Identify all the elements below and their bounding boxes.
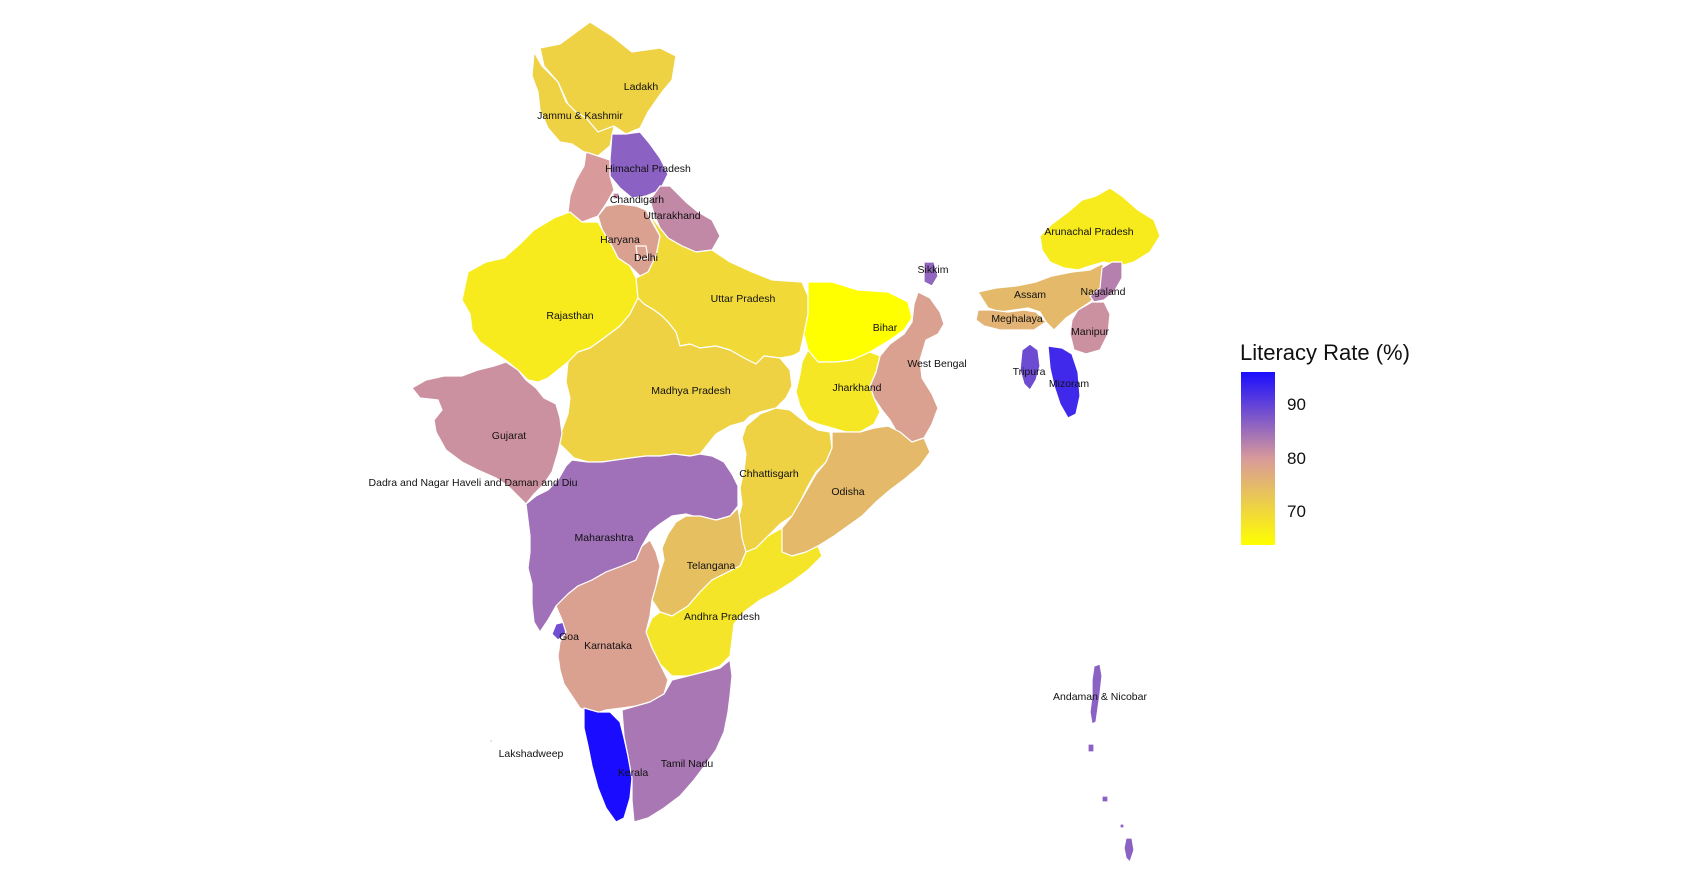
state-lakshadweep	[489, 739, 493, 743]
state-region-karnataka	[555, 539, 669, 715]
state-arunachal-pradesh	[1039, 187, 1161, 271]
state-label-tripura: Tripura	[1013, 366, 1046, 378]
labels-layer: Ladakh Jammu & Kashmir Himachal Pradesh Cha…	[369, 81, 1148, 779]
state-region-assam	[977, 263, 1111, 331]
state-region-gujarat	[411, 361, 563, 505]
state-sikkim	[923, 261, 939, 287]
state-label-odisha: Odisha	[831, 486, 864, 498]
state-region-chhattisgarh	[737, 407, 833, 553]
legend-title: Literacy Rate (%)	[1240, 340, 1410, 365]
state-region-andaman-nicobar	[1087, 743, 1095, 753]
state-region-andaman-nicobar	[1089, 663, 1103, 725]
state-label-delhi: Delhi	[634, 252, 658, 264]
state-gujarat	[411, 361, 563, 505]
state-label-haryana: Haryana	[600, 234, 640, 246]
state-label-ladakh: Ladakh	[624, 81, 659, 93]
state-label-uttar-pradesh: Uttar Pradesh	[711, 293, 776, 305]
state-label-uttarakhand: Uttarakhand	[643, 210, 700, 222]
state-meghalaya	[975, 309, 1047, 331]
state-label-goa: Goa	[559, 631, 579, 643]
state-region-jammu-kashmir	[531, 51, 615, 157]
state-label-lakshadweep: Lakshadweep	[499, 748, 564, 760]
state-label-madhya-pradesh: Madhya Pradesh	[651, 385, 731, 397]
state-region-meghalaya	[975, 309, 1047, 331]
state-label-manipur: Manipur	[1071, 326, 1109, 338]
state-label-dadra-and-nagar-haveli-and-daman-and-diu: Dadra and Nagar Haveli and Daman and Diu	[369, 477, 578, 489]
state-region-andaman-nicobar	[1123, 837, 1135, 863]
state-label-kerala: Kerala	[618, 767, 649, 779]
state-label-andhra-pradesh: Andhra Pradesh	[684, 611, 760, 623]
legend-tick-mark	[1276, 511, 1283, 513]
state-assam	[977, 263, 1111, 331]
state-label-nagaland: Nagaland	[1081, 286, 1126, 298]
state-label-gujarat: Gujarat	[492, 430, 527, 442]
state-region-tripura	[1019, 343, 1041, 391]
state-region-andaman-nicobar	[1101, 795, 1109, 803]
state-chhattisgarh	[737, 407, 833, 553]
state-region-kerala	[583, 707, 633, 823]
state-region-tamil-nadu	[621, 659, 733, 823]
state-region-mizoram	[1047, 345, 1081, 419]
state-nagaland	[1089, 261, 1123, 303]
state-label-rajasthan: Rajasthan	[546, 310, 593, 322]
legend-tick-mark	[1276, 458, 1283, 460]
state-label-arunachal-pradesh: Arunachal Pradesh	[1044, 226, 1133, 238]
state-label-assam: Assam	[1014, 289, 1046, 301]
states-layer	[411, 21, 1161, 863]
state-region-nagaland	[1089, 261, 1123, 303]
state-label-jharkhand: Jharkhand	[832, 382, 881, 394]
legend-color-bar	[1241, 372, 1275, 545]
state-region-arunachal-pradesh	[1039, 187, 1161, 271]
state-region-odisha	[775, 425, 931, 557]
state-tripura	[1019, 343, 1041, 391]
state-label-chhattisgarh: Chhattisgarh	[739, 468, 799, 480]
state-label-west-bengal: West Bengal	[907, 358, 966, 370]
state-label-himachal-pradesh: Himachal Pradesh	[605, 163, 691, 175]
state-kerala	[583, 707, 633, 823]
legend-tick-label: 70	[1287, 501, 1306, 521]
state-andaman-nicobar	[1087, 663, 1135, 863]
state-label-karnataka: Karnataka	[584, 640, 632, 652]
state-andhra-pradesh	[645, 527, 823, 677]
state-label-sikkim: Sikkim	[918, 264, 949, 276]
state-region-bihar	[803, 281, 913, 363]
state-region-chandigarh	[612, 192, 620, 200]
state-jammu-kashmir	[531, 51, 615, 157]
state-label-meghalaya: Meghalaya	[991, 313, 1043, 325]
legend-tick-label: 90	[1287, 395, 1306, 415]
state-chandigarh	[612, 192, 620, 200]
state-region-delhi	[635, 245, 649, 261]
state-region-andaman-nicobar	[1119, 823, 1125, 829]
state-tamil-nadu	[621, 659, 733, 823]
state-region-sikkim	[923, 261, 939, 287]
state-delhi	[635, 245, 649, 261]
state-region-manipur	[1069, 301, 1111, 355]
legend: Literacy Rate (%) 90 80 70	[1240, 340, 1460, 560]
state-label-tamil-nadu: Tamil Nadu	[661, 758, 714, 770]
legend-tick-mark	[1276, 405, 1283, 407]
state-label-bihar: Bihar	[873, 322, 898, 334]
state-odisha	[775, 425, 931, 557]
state-label-andaman-nicobar: Andaman & Nicobar	[1053, 691, 1147, 703]
state-label-maharashtra: Maharashtra	[575, 532, 634, 544]
state-label-chandigarh: Chandigarh	[610, 194, 664, 206]
state-bihar	[803, 281, 913, 363]
state-jharkhand	[795, 349, 881, 433]
state-label-telangana: Telangana	[687, 560, 736, 572]
state-region-lakshadweep	[489, 739, 493, 743]
state-manipur	[1069, 301, 1111, 355]
state-label-jammu-kashmir: Jammu & Kashmir	[537, 110, 623, 122]
legend-tick-label: 80	[1287, 448, 1306, 468]
state-karnataka	[555, 539, 669, 715]
state-label-mizoram: Mizoram	[1049, 378, 1090, 390]
state-mizoram	[1047, 345, 1081, 419]
state-region-jharkhand	[795, 349, 881, 433]
state-region-andhra-pradesh	[645, 527, 823, 677]
